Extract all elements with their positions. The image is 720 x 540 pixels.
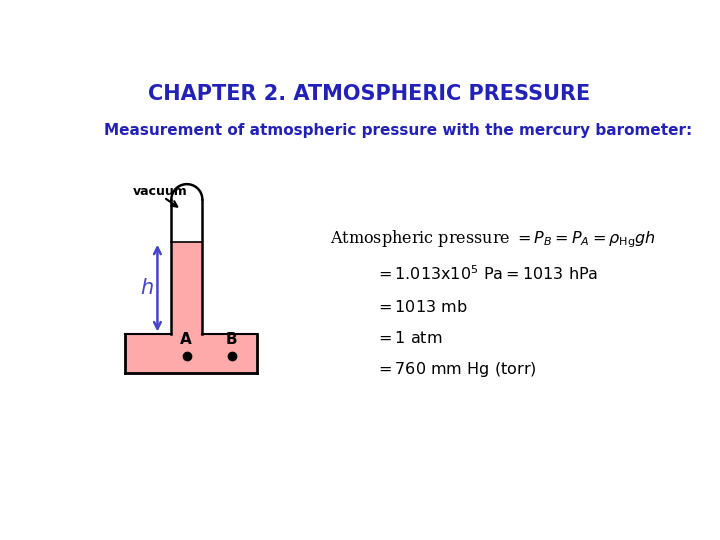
Text: B: B bbox=[225, 332, 237, 347]
Text: $= 1.013{\rm x}10^5\ {\rm Pa} = 1013\ {\rm hPa}$: $= 1.013{\rm x}10^5\ {\rm Pa} = 1013\ {\… bbox=[375, 265, 598, 284]
Bar bbox=[171, 242, 202, 334]
Text: $= 760\ {\rm mm\ Hg\ (torr)}$: $= 760\ {\rm mm\ Hg\ (torr)}$ bbox=[375, 360, 536, 379]
Text: CHAPTER 2. ATMOSPHERIC PRESSURE: CHAPTER 2. ATMOSPHERIC PRESSURE bbox=[148, 84, 590, 104]
Text: $h$: $h$ bbox=[140, 278, 153, 298]
Text: Atmospheric pressure $= P_B = P_A = \rho_{\rm Hg}gh$: Atmospheric pressure $= P_B = P_A = \rho… bbox=[330, 228, 657, 249]
Text: $= 1013\ {\rm mb}$: $= 1013\ {\rm mb}$ bbox=[375, 299, 468, 316]
Bar bbox=[171, 200, 202, 242]
Text: A: A bbox=[180, 332, 192, 347]
Bar bbox=[125, 334, 256, 373]
Text: vacuum: vacuum bbox=[132, 185, 187, 198]
Polygon shape bbox=[171, 184, 202, 200]
Text: Measurement of atmospheric pressure with the mercury barometer:: Measurement of atmospheric pressure with… bbox=[104, 123, 692, 138]
Text: $= 1\ {\rm atm}$: $= 1\ {\rm atm}$ bbox=[375, 330, 443, 347]
